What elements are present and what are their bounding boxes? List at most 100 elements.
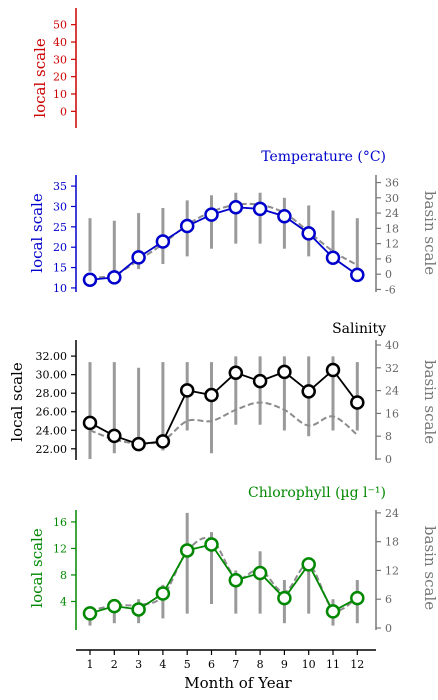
local-point — [155, 234, 171, 249]
panel-4: 4 8 12 16 local scale Chlorophyll (µg l⁻¹) 0 6 1… — [28, 485, 438, 635]
right-tick-label: 24 — [385, 507, 399, 520]
local-point — [131, 250, 146, 265]
left-axis-label: local scale — [31, 38, 49, 118]
right-tick-label: 16 — [385, 407, 399, 420]
local-point — [204, 387, 219, 403]
x-tick-label: 3 — [135, 658, 142, 671]
left-tick-label: 22.00 — [36, 443, 68, 456]
panel-title: Temperature (°C) — [261, 149, 386, 165]
right-tick-label: 6 — [385, 593, 392, 606]
left-tick-label: 26.00 — [36, 406, 68, 419]
local-point — [301, 384, 316, 399]
right-tick-label: 8 — [385, 430, 392, 443]
x-axis-label: Month of Year — [184, 674, 292, 692]
x-tick-label: 4 — [159, 658, 166, 671]
right-tick-label: 18 — [385, 536, 399, 549]
right-tick-label: 18 — [385, 222, 399, 235]
x-tick-label: 7 — [232, 658, 239, 671]
left-axis-label: local scale — [8, 362, 26, 442]
local-point — [204, 207, 219, 222]
left-tick-label: 28.00 — [36, 387, 68, 400]
x-tick-label: 11 — [326, 658, 340, 671]
local-point — [350, 395, 365, 410]
x-tick-label: 2 — [111, 658, 118, 671]
x-tick-label: 10 — [302, 658, 316, 671]
local-point — [301, 557, 316, 572]
local-point — [277, 208, 292, 224]
local-point — [252, 373, 268, 389]
local-point — [179, 383, 195, 398]
left-tick-label: 40 — [53, 36, 67, 49]
x-tick-label: 12 — [350, 658, 364, 671]
right-tick-label: 32 — [385, 362, 399, 375]
local-point — [325, 362, 341, 378]
panel-title: Salinity — [332, 321, 386, 337]
local-series-line — [89, 543, 358, 615]
left-tick-label: 20 — [53, 71, 67, 84]
right-tick-label: 0 — [385, 453, 392, 466]
left-tick-label: 50 — [53, 19, 67, 32]
right-axis-label: basin scale — [421, 526, 438, 610]
right-tick-label: -6 — [385, 283, 396, 296]
left-tick-label: 15 — [53, 262, 67, 275]
local-point — [155, 586, 171, 601]
local-point — [107, 270, 122, 285]
x-tick-label: 8 — [257, 658, 264, 671]
left-tick-label: 10 — [53, 282, 67, 295]
local-series-line — [89, 206, 358, 281]
left-tick-label: 12 — [53, 542, 67, 555]
left-tick-label: 32.00 — [36, 350, 68, 363]
local-point — [228, 573, 244, 588]
local-point — [325, 250, 341, 266]
local-point — [82, 606, 98, 621]
local-point — [228, 200, 244, 215]
left-tick-label: 35 — [53, 180, 67, 193]
local-point — [179, 543, 195, 558]
local-series-line — [89, 368, 359, 446]
panel-1: 0 10 20 30 40 50 local scale — [31, 8, 77, 128]
x-tick-label: 5 — [184, 658, 191, 671]
local-point — [82, 272, 98, 288]
right-axis-label: basin scale — [421, 360, 438, 444]
x-axis: 1 2 3 4 5 6 7 8 9 10 11 12 — [76, 649, 376, 671]
right-tick-label: 30 — [385, 192, 399, 205]
left-tick-label: 24.00 — [36, 424, 68, 437]
panel-title: Chlorophyll (µg l⁻¹) — [248, 485, 386, 501]
local-point — [131, 602, 146, 617]
left-axis-label: local scale — [28, 193, 46, 273]
left-tick-label: 16 — [53, 516, 67, 529]
basin-mean-line — [89, 536, 358, 612]
local-point — [228, 365, 244, 381]
panel-2: 10 15 20 25 30 35 local scale Temperature (°C) -… — [28, 149, 438, 296]
x-tick-label: 1 — [87, 658, 94, 671]
local-point — [350, 267, 365, 283]
left-tick-label: 8 — [60, 569, 67, 582]
x-tick-label: 9 — [281, 658, 288, 671]
left-tick-label: 30.00 — [36, 369, 68, 382]
right-tick-label: 24 — [385, 207, 399, 220]
local-point — [277, 364, 292, 380]
left-axis-label: local scale — [28, 528, 46, 608]
right-tick-label: 0 — [385, 268, 392, 281]
right-tick-label: 24 — [385, 385, 399, 398]
local-point — [155, 434, 171, 449]
basin-mean-line — [89, 401, 358, 445]
right-tick-label: 6 — [385, 253, 392, 266]
local-point — [204, 537, 219, 552]
local-point — [252, 201, 268, 217]
right-axis-label: basin scale — [421, 191, 438, 275]
local-point — [107, 428, 122, 444]
left-tick-label: 0 — [60, 105, 67, 118]
local-point — [277, 590, 292, 606]
local-point — [252, 565, 268, 581]
right-tick-label: 12 — [385, 564, 399, 577]
local-point — [107, 598, 122, 614]
local-point — [179, 218, 195, 234]
x-tick-label: 6 — [208, 658, 215, 671]
right-tick-label: 12 — [385, 238, 399, 251]
local-point — [82, 415, 98, 431]
right-tick-label: 36 — [385, 177, 399, 190]
left-tick-label: 30 — [53, 53, 67, 66]
